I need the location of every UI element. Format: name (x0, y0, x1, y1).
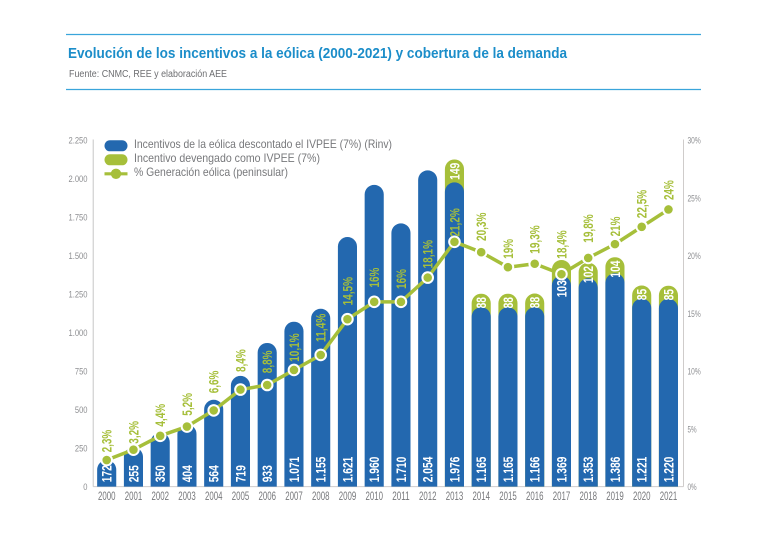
svg-text:2.054: 2.054 (420, 456, 436, 482)
svg-text:1.165: 1.165 (500, 456, 516, 482)
svg-text:2015: 2015 (499, 489, 517, 503)
svg-text:1.386: 1.386 (607, 456, 623, 482)
svg-text:22,5%: 22,5% (634, 189, 650, 218)
svg-text:1.353: 1.353 (580, 456, 596, 482)
svg-text:Evolución de los incentivos a: Evolución de los incentivos a la eólica … (68, 46, 568, 62)
svg-text:255: 255 (125, 465, 141, 482)
svg-text:1.710: 1.710 (393, 456, 409, 482)
svg-text:404: 404 (179, 465, 195, 482)
svg-text:719: 719 (232, 465, 248, 482)
svg-text:2017: 2017 (553, 489, 571, 503)
svg-text:102: 102 (580, 266, 596, 283)
svg-text:88: 88 (527, 297, 543, 309)
svg-text:2019: 2019 (606, 489, 624, 503)
svg-text:16%: 16% (393, 269, 409, 289)
svg-text:2010: 2010 (365, 489, 383, 503)
svg-text:1.166: 1.166 (527, 456, 543, 482)
svg-text:21%: 21% (607, 216, 623, 236)
svg-text:21,2%: 21,2% (446, 208, 462, 237)
svg-text:1.220: 1.220 (660, 456, 676, 482)
svg-text:2021: 2021 (660, 489, 678, 503)
svg-text:4,4%: 4,4% (152, 404, 168, 427)
svg-text:564: 564 (206, 465, 222, 482)
svg-text:2018: 2018 (579, 489, 597, 503)
svg-text:103: 103 (553, 280, 569, 297)
svg-text:172: 172 (99, 465, 115, 482)
svg-text:1.221: 1.221 (634, 456, 650, 482)
svg-text:20,3%: 20,3% (473, 212, 489, 241)
svg-text:149: 149 (446, 163, 462, 180)
svg-text:2008: 2008 (312, 489, 330, 503)
svg-text:16%: 16% (366, 267, 382, 287)
svg-text:1.155: 1.155 (313, 456, 329, 482)
svg-text:933: 933 (259, 465, 275, 482)
svg-text:19,8%: 19,8% (580, 214, 596, 243)
svg-text:10%: 10% (688, 367, 702, 378)
svg-text:1.976: 1.976 (446, 456, 462, 482)
svg-text:2011: 2011 (392, 489, 410, 503)
svg-text:2.000: 2.000 (69, 174, 88, 185)
svg-text:1.165: 1.165 (473, 456, 489, 482)
svg-text:88: 88 (473, 297, 489, 309)
svg-text:2003: 2003 (178, 489, 196, 503)
svg-text:1.000: 1.000 (69, 328, 88, 339)
svg-text:1.369: 1.369 (553, 456, 569, 482)
svg-text:0: 0 (83, 482, 87, 493)
svg-text:0%: 0% (688, 482, 697, 493)
svg-text:2009: 2009 (339, 489, 357, 503)
svg-text:85: 85 (634, 289, 650, 301)
svg-text:20%: 20% (688, 251, 702, 262)
svg-text:2012: 2012 (419, 489, 437, 503)
svg-text:2005: 2005 (232, 489, 250, 503)
svg-text:Incentivo devengado como IVPEE: Incentivo devengado como IVPEE (7%) (134, 152, 320, 165)
svg-text:18,1%: 18,1% (420, 240, 436, 269)
svg-text:2016: 2016 (526, 489, 544, 503)
svg-text:2006: 2006 (258, 489, 276, 503)
svg-text:350: 350 (152, 465, 168, 482)
svg-text:750: 750 (75, 367, 88, 378)
svg-text:14,5%: 14,5% (339, 277, 355, 306)
svg-text:19%: 19% (500, 239, 516, 259)
svg-text:2020: 2020 (633, 489, 651, 503)
svg-text:30%: 30% (688, 136, 702, 147)
svg-text:88: 88 (500, 297, 516, 309)
svg-text:8,8%: 8,8% (259, 350, 275, 373)
svg-text:11,4%: 11,4% (313, 313, 329, 342)
svg-text:Fuente: CNMC, REE y elaboració: Fuente: CNMC, REE y elaboración AEE (69, 69, 227, 80)
svg-text:1.500: 1.500 (69, 251, 88, 262)
svg-text:2.250: 2.250 (69, 136, 88, 147)
svg-text:1.750: 1.750 (69, 213, 88, 224)
svg-text:2001: 2001 (125, 489, 143, 503)
svg-text:10,1%: 10,1% (286, 333, 302, 362)
svg-text:85: 85 (660, 289, 676, 301)
svg-text:104: 104 (607, 260, 623, 277)
svg-text:2013: 2013 (446, 489, 464, 503)
svg-text:Incentivos de la eólica descon: Incentivos de la eólica descontado el IV… (134, 138, 392, 151)
svg-text:15%: 15% (688, 309, 702, 320)
svg-text:250: 250 (75, 444, 88, 455)
svg-text:24%: 24% (660, 180, 676, 200)
svg-text:2004: 2004 (205, 489, 223, 503)
svg-text:% Generación eólica (peninsula: % Generación eólica (peninsular) (134, 166, 288, 179)
svg-text:1.250: 1.250 (69, 290, 88, 301)
svg-text:19,3%: 19,3% (527, 225, 543, 254)
svg-text:1.960: 1.960 (366, 456, 382, 482)
svg-text:5,2%: 5,2% (179, 393, 195, 416)
svg-text:25%: 25% (688, 193, 702, 204)
svg-text:2,3%: 2,3% (99, 429, 115, 452)
svg-text:500: 500 (75, 405, 88, 416)
svg-text:2000: 2000 (98, 489, 116, 503)
svg-text:2002: 2002 (151, 489, 169, 503)
svg-text:1.071: 1.071 (286, 456, 302, 482)
svg-text:2007: 2007 (285, 489, 303, 503)
svg-text:6,6%: 6,6% (206, 370, 222, 393)
svg-text:8,4%: 8,4% (232, 349, 248, 372)
svg-text:18,4%: 18,4% (553, 230, 569, 259)
svg-text:3,2%: 3,2% (125, 421, 141, 444)
svg-text:5%: 5% (688, 424, 697, 435)
svg-text:2014: 2014 (472, 489, 490, 503)
svg-text:1.621: 1.621 (339, 456, 355, 482)
